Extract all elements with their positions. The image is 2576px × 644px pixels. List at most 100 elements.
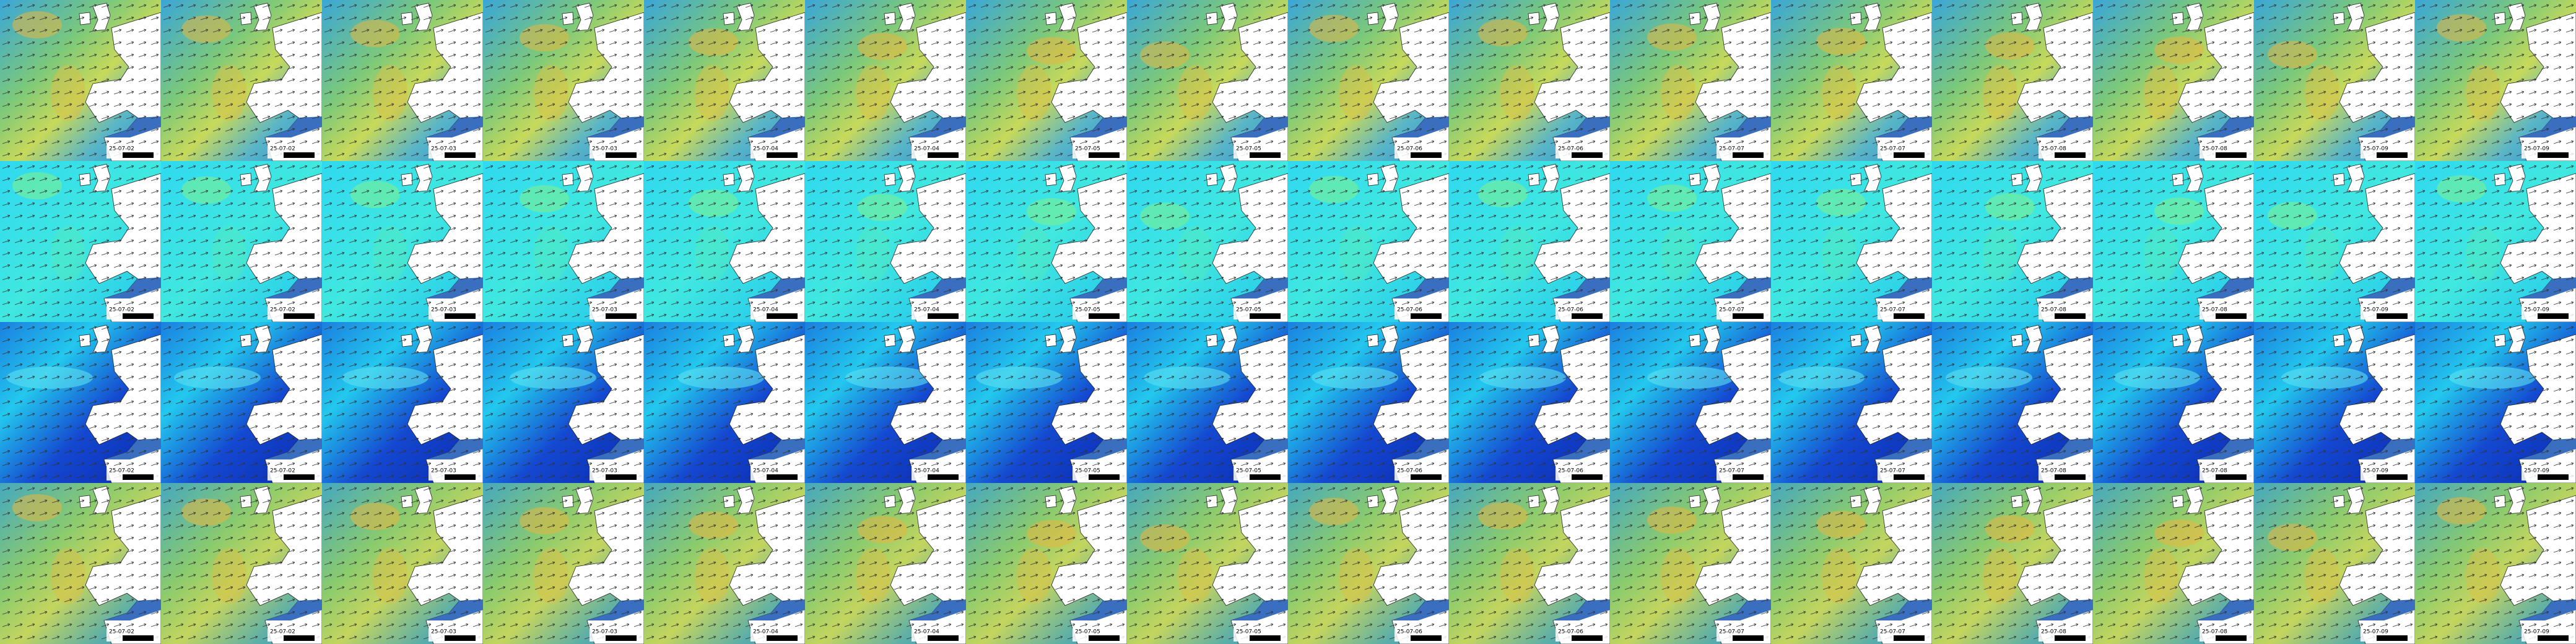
date-label: 25-07-04 (914, 307, 939, 313)
wind-arrows (0, 483, 161, 644)
time-box (1411, 313, 1442, 319)
date-label: 25-07-08 (2041, 307, 2066, 313)
map-tile: 25-07-05 (1127, 0, 1289, 162)
wind-arrows (1288, 322, 1449, 483)
time-box (606, 313, 637, 319)
map-tile: 25-07-06 (1288, 322, 1450, 484)
date-label: 25-07-09 (2363, 307, 2388, 313)
time-box (2216, 152, 2247, 158)
date-label: 25-07-07 (1719, 146, 1744, 152)
date-label: 25-07-02 (109, 629, 134, 635)
time-box (1089, 474, 1120, 480)
time-box (2377, 313, 2408, 319)
date-label: 25-07-04 (753, 468, 778, 474)
date-label: 25-07-09 (2363, 468, 2388, 474)
map-tile: 25-07-08 (2093, 0, 2255, 162)
time-box (445, 474, 476, 480)
date-label: 25-07-06 (1397, 307, 1422, 313)
map-tile: 25-07-09 (2254, 322, 2416, 484)
time-box (2055, 152, 2086, 158)
map-tile: 25-07-02 (0, 161, 162, 323)
date-label: 25-07-09 (2524, 146, 2549, 152)
time-box (1894, 635, 1925, 641)
date-label: 25-07-05 (1236, 307, 1261, 313)
wind-arrows (483, 483, 644, 644)
time-box (2055, 635, 2086, 641)
date-label: 25-07-04 (914, 146, 939, 152)
time-box (767, 152, 798, 158)
map-tile: 25-07-07 (1610, 161, 1772, 323)
time-box (2377, 635, 2408, 641)
map-tile: 25-07-05 (966, 483, 1128, 644)
wind-arrows (966, 161, 1127, 322)
map-tile: 25-07-06 (1288, 483, 1450, 644)
map-tile: 25-07-04 (644, 0, 806, 162)
wind-arrows (0, 0, 161, 161)
map-tile: 25-07-02 (161, 483, 323, 644)
wind-arrows (1449, 161, 1610, 322)
map-tile: 25-07-03 (322, 322, 484, 484)
wind-arrows (161, 161, 322, 322)
time-box (1572, 152, 1603, 158)
wind-arrows (483, 0, 644, 161)
date-label: 25-07-06 (1558, 468, 1583, 474)
time-box (284, 474, 315, 480)
date-label: 25-07-03 (592, 629, 617, 635)
time-box (1411, 152, 1442, 158)
date-label: 25-07-03 (592, 146, 617, 152)
date-label: 25-07-04 (753, 146, 778, 152)
date-label: 25-07-08 (2041, 468, 2066, 474)
date-label: 25-07-02 (109, 146, 134, 152)
map-tile: 25-07-07 (1610, 322, 1772, 484)
wind-arrows (1771, 483, 1932, 644)
date-label: 25-07-06 (1558, 146, 1583, 152)
date-label: 25-07-07 (1880, 307, 1905, 313)
time-box (2538, 635, 2569, 641)
wind-arrows (322, 161, 483, 322)
wind-arrows (644, 322, 805, 483)
time-box (928, 152, 959, 158)
map-tile: 25-07-05 (1127, 322, 1289, 484)
time-box (928, 635, 959, 641)
time-box (928, 313, 959, 319)
map-tile: 25-07-02 (0, 322, 162, 484)
wind-arrows (1932, 0, 2093, 161)
date-label: 25-07-03 (431, 307, 456, 313)
time-box (2216, 635, 2247, 641)
map-tile: 25-07-08 (1932, 483, 2094, 644)
wind-arrows (1771, 322, 1932, 483)
wind-arrows (2254, 161, 2415, 322)
wind-arrows (1288, 0, 1449, 161)
date-label: 25-07-05 (1075, 468, 1100, 474)
map-tile: 25-07-06 (1449, 161, 1611, 323)
date-label: 25-07-07 (1880, 629, 1905, 635)
time-box (1894, 474, 1925, 480)
map-tile: 25-07-03 (322, 161, 484, 323)
time-box (1089, 152, 1120, 158)
wind-arrows (644, 483, 805, 644)
wind-arrows (1127, 0, 1288, 161)
map-tile: 25-07-07 (1771, 161, 1933, 323)
time-box (1733, 635, 1764, 641)
wind-arrows (1610, 322, 1771, 483)
time-box (284, 313, 315, 319)
map-tile: 25-07-07 (1610, 0, 1772, 162)
date-label: 25-07-04 (753, 307, 778, 313)
map-tile: 25-07-08 (1932, 322, 2094, 484)
wind-arrows (161, 483, 322, 644)
date-label: 25-07-09 (2363, 629, 2388, 635)
wind-arrows (805, 483, 966, 644)
wind-arrows (2415, 0, 2576, 161)
wind-arrows (161, 0, 322, 161)
time-box (123, 474, 154, 480)
wind-arrows (644, 0, 805, 161)
wind-arrows (483, 322, 644, 483)
date-label: 25-07-05 (1075, 146, 1100, 152)
map-tile: 25-07-06 (1449, 322, 1611, 484)
wind-arrows (1288, 483, 1449, 644)
map-tile: 25-07-05 (1127, 161, 1289, 323)
time-box (767, 635, 798, 641)
time-box (1250, 474, 1281, 480)
wind-arrows (2415, 483, 2576, 644)
time-box (928, 474, 959, 480)
